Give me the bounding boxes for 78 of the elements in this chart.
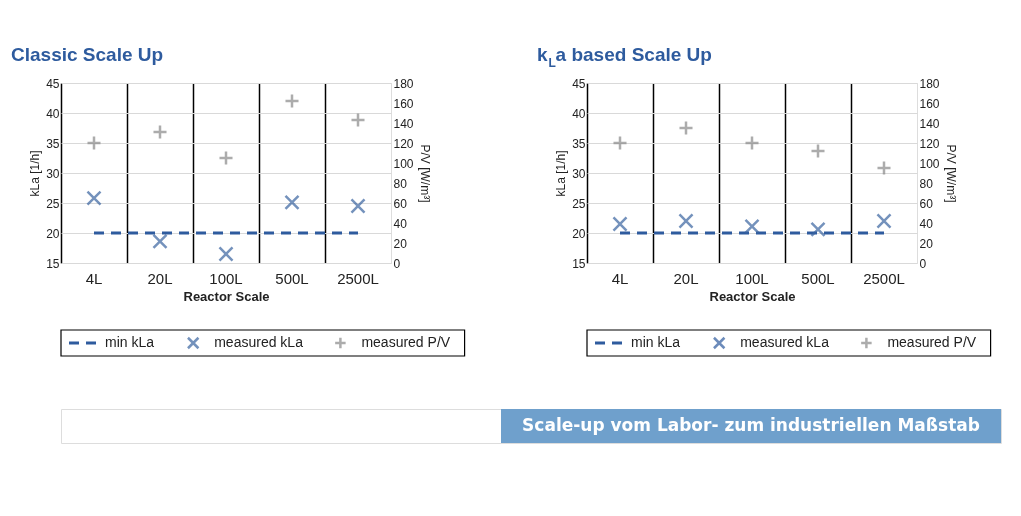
x-tick-label: 4L xyxy=(611,269,629,287)
y-tick-label: 15 xyxy=(46,256,60,271)
point xyxy=(810,143,826,159)
y-tick-label: 40 xyxy=(46,106,60,121)
y2-tick-label: 60 xyxy=(919,196,934,211)
x-tick-label: 2500L xyxy=(337,269,379,287)
y-tick-label: 30 xyxy=(572,166,586,181)
y2-tick-label: 0 xyxy=(919,256,927,271)
legend-label: measured P/V xyxy=(887,334,977,350)
y2-tick-label: 160 xyxy=(393,96,414,111)
point xyxy=(612,135,628,151)
legend-label: min kLa xyxy=(105,334,155,350)
x-axis-title: Reactor Scale xyxy=(183,288,270,304)
point xyxy=(86,190,102,206)
point xyxy=(678,120,694,136)
y-tick-label: 35 xyxy=(572,136,586,151)
x-tick-label: 500L xyxy=(801,269,835,287)
y-tick-label: 25 xyxy=(572,196,586,211)
legend-label: measured kLa xyxy=(214,334,304,350)
y-tick-label: 45 xyxy=(572,76,586,91)
y2-tick-label: 0 xyxy=(393,256,401,271)
x-tick-label: 20L xyxy=(673,269,699,287)
point xyxy=(876,213,892,229)
y2-axis-title: P/V [W/m³] xyxy=(943,144,958,203)
text: Scale-up vom Labor- zum industriellen Maßstab xyxy=(522,415,980,435)
y2-tick-label: 100 xyxy=(393,156,414,171)
point xyxy=(744,135,760,151)
point xyxy=(744,218,760,235)
x-tick-label: 20L xyxy=(147,269,173,287)
y2-tick-label: 140 xyxy=(919,116,940,131)
y-tick-label: 20 xyxy=(46,226,60,241)
y-tick-label: 25 xyxy=(46,196,60,211)
point xyxy=(350,112,366,128)
legend-label: measured kLa xyxy=(740,334,830,350)
point xyxy=(678,213,694,229)
point xyxy=(218,246,234,262)
x-tick-label: 500L xyxy=(275,269,309,287)
y2-axis-title: P/V [W/m³] xyxy=(417,144,432,203)
y-tick-label: 40 xyxy=(572,106,586,121)
legend-label: measured P/V xyxy=(361,334,451,350)
y-tick-label: 35 xyxy=(46,136,60,151)
point xyxy=(152,233,168,250)
point xyxy=(876,160,892,176)
y-tick-label: 20 xyxy=(572,226,586,241)
y2-tick-label: 60 xyxy=(393,196,408,211)
y-tick-label: 45 xyxy=(46,76,60,91)
y2-tick-label: 20 xyxy=(393,236,408,251)
point xyxy=(350,198,366,214)
point xyxy=(86,135,102,151)
x-tick-label: 100L xyxy=(209,269,243,287)
y2-tick-label: 80 xyxy=(919,176,934,191)
y2-tick-label: 180 xyxy=(393,76,414,91)
point xyxy=(284,93,300,109)
y-tick-label: 30 xyxy=(46,166,60,181)
point xyxy=(284,194,300,211)
x-tick-label: 100L xyxy=(735,269,769,287)
y2-tick-label: 120 xyxy=(393,136,414,151)
legend-label: min kLa xyxy=(631,334,681,350)
y2-tick-label: 20 xyxy=(919,236,934,251)
y2-tick-label: 160 xyxy=(919,96,940,111)
point xyxy=(218,150,234,166)
y2-tick-label: 180 xyxy=(919,76,940,91)
y-tick-label: 15 xyxy=(572,256,586,271)
y2-tick-label: 100 xyxy=(919,156,940,171)
y2-tick-label: 120 xyxy=(919,136,940,151)
y2-tick-label: 40 xyxy=(393,216,408,231)
point xyxy=(152,124,168,140)
x-tick-label: 4L xyxy=(85,269,103,287)
y2-tick-label: 140 xyxy=(393,116,414,131)
x-axis-title: Reactor Scale xyxy=(709,288,796,304)
y-axis-title: kLa [1/h] xyxy=(28,150,43,197)
x-tick-label: 2500L xyxy=(863,269,905,287)
point xyxy=(612,216,628,232)
y-axis-title: kLa [1/h] xyxy=(554,150,569,197)
chart-title: Classic Scale Up xyxy=(11,44,164,65)
point xyxy=(810,221,826,238)
y2-tick-label: 40 xyxy=(919,216,934,231)
y2-tick-label: 80 xyxy=(393,176,408,191)
